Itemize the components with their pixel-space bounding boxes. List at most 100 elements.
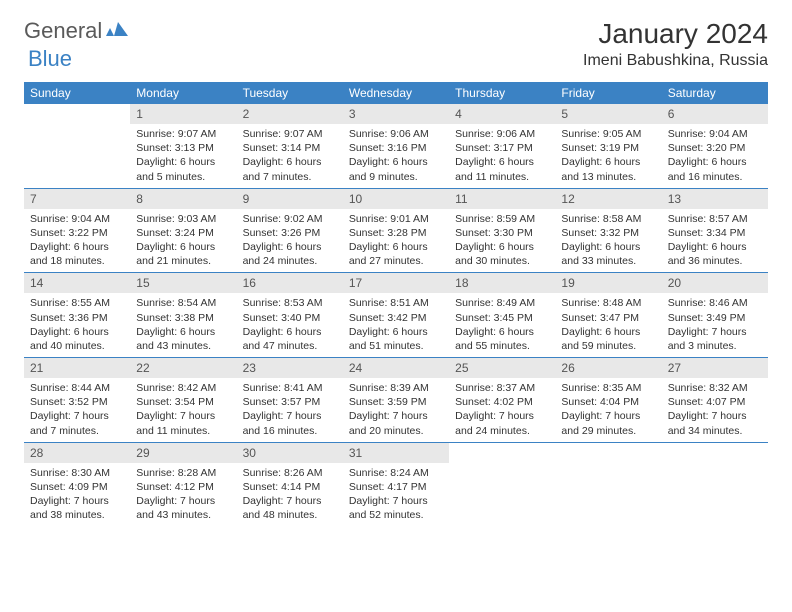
sunrise-text: Sunrise: 9:06 AM: [455, 127, 549, 141]
daylight-text: Daylight: 6 hours and 5 minutes.: [136, 155, 230, 183]
daylight-text: Daylight: 6 hours and 24 minutes.: [243, 240, 337, 268]
sunrise-text: Sunrise: 8:32 AM: [668, 381, 762, 395]
day-info: Sunrise: 8:28 AMSunset: 4:12 PMDaylight:…: [130, 463, 236, 527]
day-number: 24: [343, 358, 449, 378]
day-number: 19: [555, 273, 661, 293]
sunrise-text: Sunrise: 8:51 AM: [349, 296, 443, 310]
sunrise-text: Sunrise: 8:57 AM: [668, 212, 762, 226]
daylight-text: Daylight: 7 hours and 29 minutes.: [561, 409, 655, 437]
sunrise-text: Sunrise: 9:07 AM: [136, 127, 230, 141]
day-number: 28: [24, 443, 130, 463]
day-number: 27: [662, 358, 768, 378]
day-number: 25: [449, 358, 555, 378]
calendar-cell: [662, 443, 768, 527]
daylight-text: Daylight: 6 hours and 9 minutes.: [349, 155, 443, 183]
sunset-text: Sunset: 3:30 PM: [455, 226, 549, 240]
day-info: Sunrise: 8:35 AMSunset: 4:04 PMDaylight:…: [555, 378, 661, 442]
sunrise-text: Sunrise: 9:07 AM: [243, 127, 337, 141]
day-header-cell: Thursday: [449, 82, 555, 104]
daylight-text: Daylight: 6 hours and 33 minutes.: [561, 240, 655, 268]
sunrise-text: Sunrise: 8:37 AM: [455, 381, 549, 395]
day-info: Sunrise: 9:04 AMSunset: 3:22 PMDaylight:…: [24, 209, 130, 273]
daylight-text: Daylight: 6 hours and 36 minutes.: [668, 240, 762, 268]
calendar-cell: 21Sunrise: 8:44 AMSunset: 3:52 PMDayligh…: [24, 358, 130, 442]
calendar-cell: 12Sunrise: 8:58 AMSunset: 3:32 PMDayligh…: [555, 189, 661, 273]
sunrise-text: Sunrise: 9:04 AM: [30, 212, 124, 226]
day-info: Sunrise: 8:30 AMSunset: 4:09 PMDaylight:…: [24, 463, 130, 527]
sunrise-text: Sunrise: 9:01 AM: [349, 212, 443, 226]
sunset-text: Sunset: 3:28 PM: [349, 226, 443, 240]
day-header-row: SundayMondayTuesdayWednesdayThursdayFrid…: [24, 82, 768, 104]
logo-text-1: General: [24, 18, 102, 44]
sunrise-text: Sunrise: 8:49 AM: [455, 296, 549, 310]
sunrise-text: Sunrise: 9:06 AM: [349, 127, 443, 141]
day-number: 1: [130, 104, 236, 124]
sunset-text: Sunset: 3:24 PM: [136, 226, 230, 240]
day-number: 18: [449, 273, 555, 293]
calendar-cell: 16Sunrise: 8:53 AMSunset: 3:40 PMDayligh…: [237, 273, 343, 357]
daylight-text: Daylight: 6 hours and 18 minutes.: [30, 240, 124, 268]
week-row: 14Sunrise: 8:55 AMSunset: 3:36 PMDayligh…: [24, 273, 768, 358]
daylight-text: Daylight: 6 hours and 11 minutes.: [455, 155, 549, 183]
calendar-cell: 5Sunrise: 9:05 AMSunset: 3:19 PMDaylight…: [555, 104, 661, 188]
calendar-cell: 30Sunrise: 8:26 AMSunset: 4:14 PMDayligh…: [237, 443, 343, 527]
day-info: Sunrise: 9:01 AMSunset: 3:28 PMDaylight:…: [343, 209, 449, 273]
sunrise-text: Sunrise: 8:35 AM: [561, 381, 655, 395]
sunset-text: Sunset: 3:22 PM: [30, 226, 124, 240]
day-number: 14: [24, 273, 130, 293]
calendar-cell: 25Sunrise: 8:37 AMSunset: 4:02 PMDayligh…: [449, 358, 555, 442]
day-number: 23: [237, 358, 343, 378]
calendar-cell: 15Sunrise: 8:54 AMSunset: 3:38 PMDayligh…: [130, 273, 236, 357]
week-row: 1Sunrise: 9:07 AMSunset: 3:13 PMDaylight…: [24, 104, 768, 189]
day-info: Sunrise: 8:53 AMSunset: 3:40 PMDaylight:…: [237, 293, 343, 357]
sunset-text: Sunset: 3:36 PM: [30, 311, 124, 325]
day-number: 17: [343, 273, 449, 293]
day-header-cell: Tuesday: [237, 82, 343, 104]
calendar-cell: 10Sunrise: 9:01 AMSunset: 3:28 PMDayligh…: [343, 189, 449, 273]
day-number: 30: [237, 443, 343, 463]
sunset-text: Sunset: 3:45 PM: [455, 311, 549, 325]
daylight-text: Daylight: 7 hours and 16 minutes.: [243, 409, 337, 437]
daylight-text: Daylight: 7 hours and 7 minutes.: [30, 409, 124, 437]
calendar-cell: 11Sunrise: 8:59 AMSunset: 3:30 PMDayligh…: [449, 189, 555, 273]
sunrise-text: Sunrise: 8:59 AM: [455, 212, 549, 226]
sunset-text: Sunset: 3:32 PM: [561, 226, 655, 240]
sunset-text: Sunset: 3:49 PM: [668, 311, 762, 325]
calendar-cell: 19Sunrise: 8:48 AMSunset: 3:47 PMDayligh…: [555, 273, 661, 357]
day-number: 5: [555, 104, 661, 124]
location: Imeni Babushkina, Russia: [583, 52, 768, 70]
week-row: 28Sunrise: 8:30 AMSunset: 4:09 PMDayligh…: [24, 443, 768, 527]
day-info: Sunrise: 9:07 AMSunset: 3:14 PMDaylight:…: [237, 124, 343, 188]
sunrise-text: Sunrise: 8:28 AM: [136, 466, 230, 480]
sunset-text: Sunset: 3:16 PM: [349, 141, 443, 155]
sunrise-text: Sunrise: 8:46 AM: [668, 296, 762, 310]
day-header-cell: Monday: [130, 82, 236, 104]
day-info: Sunrise: 8:59 AMSunset: 3:30 PMDaylight:…: [449, 209, 555, 273]
calendar-cell: 17Sunrise: 8:51 AMSunset: 3:42 PMDayligh…: [343, 273, 449, 357]
day-number: 8: [130, 189, 236, 209]
day-info: Sunrise: 8:49 AMSunset: 3:45 PMDaylight:…: [449, 293, 555, 357]
daylight-text: Daylight: 7 hours and 11 minutes.: [136, 409, 230, 437]
sunrise-text: Sunrise: 8:42 AM: [136, 381, 230, 395]
day-number: 26: [555, 358, 661, 378]
sunrise-text: Sunrise: 8:58 AM: [561, 212, 655, 226]
sunrise-text: Sunrise: 8:41 AM: [243, 381, 337, 395]
calendar-cell: 28Sunrise: 8:30 AMSunset: 4:09 PMDayligh…: [24, 443, 130, 527]
day-info: Sunrise: 8:24 AMSunset: 4:17 PMDaylight:…: [343, 463, 449, 527]
daylight-text: Daylight: 6 hours and 21 minutes.: [136, 240, 230, 268]
calendar-cell: [555, 443, 661, 527]
sunset-text: Sunset: 4:12 PM: [136, 480, 230, 494]
calendar-cell: 18Sunrise: 8:49 AMSunset: 3:45 PMDayligh…: [449, 273, 555, 357]
day-number: 29: [130, 443, 236, 463]
day-number: 16: [237, 273, 343, 293]
calendar-cell: 7Sunrise: 9:04 AMSunset: 3:22 PMDaylight…: [24, 189, 130, 273]
header: General January 2024 Imeni Babushkina, R…: [24, 18, 768, 70]
sunset-text: Sunset: 3:57 PM: [243, 395, 337, 409]
daylight-text: Daylight: 7 hours and 24 minutes.: [455, 409, 549, 437]
sunset-text: Sunset: 3:26 PM: [243, 226, 337, 240]
day-number: 10: [343, 189, 449, 209]
day-number: 22: [130, 358, 236, 378]
day-number: 2: [237, 104, 343, 124]
calendar-cell: 9Sunrise: 9:02 AMSunset: 3:26 PMDaylight…: [237, 189, 343, 273]
day-info: Sunrise: 9:05 AMSunset: 3:19 PMDaylight:…: [555, 124, 661, 188]
